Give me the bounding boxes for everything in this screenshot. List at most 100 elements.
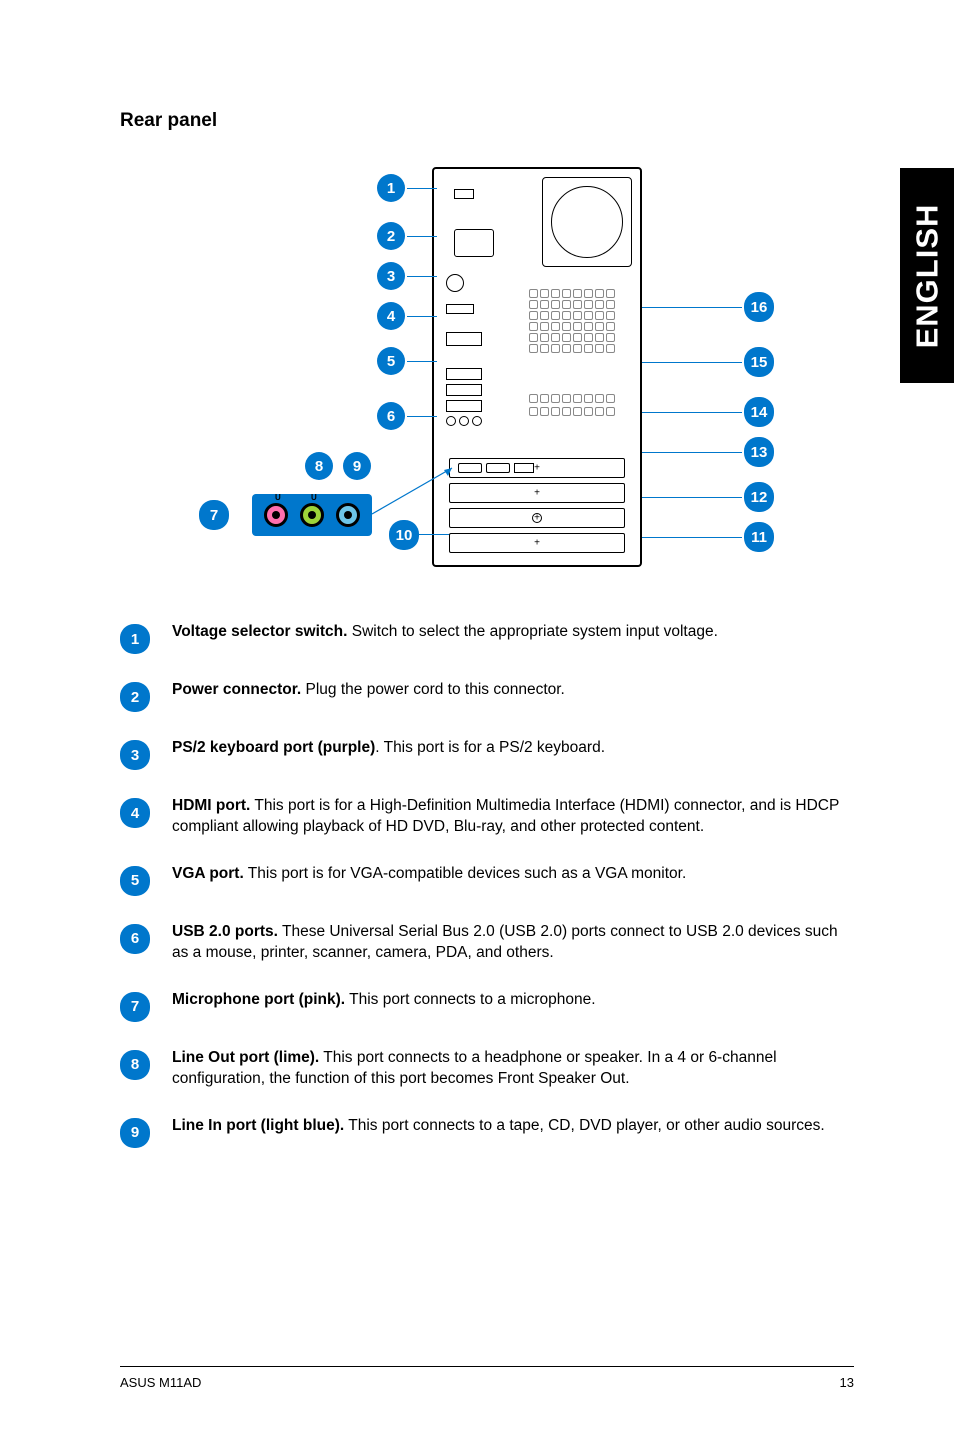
leader-line <box>642 307 742 308</box>
list-badge-5: 5 <box>120 866 150 896</box>
callout-badge-3: 3 <box>377 262 405 290</box>
list-badge-1: 1 <box>120 624 150 654</box>
page-footer: ASUS M11AD 13 <box>120 1366 854 1390</box>
audio-badges-row: 8 9 <box>305 452 371 480</box>
list-text-5: VGA port. This port is for VGA-compatibl… <box>172 864 686 885</box>
list-text-1: Voltage selector switch. Switch to selec… <box>172 622 718 643</box>
leader-line <box>642 452 742 453</box>
callout-right-12: 12 <box>642 482 774 512</box>
leader-line <box>407 416 437 417</box>
callout-badge-1: 1 <box>377 174 405 202</box>
page-content: Rear panel <box>0 0 954 1438</box>
callout-badge-10: 10 <box>389 520 419 550</box>
leader-line <box>407 188 437 189</box>
callout-badge-5: 5 <box>377 347 405 375</box>
leader-line <box>407 236 437 237</box>
callout-left-3: 3 <box>377 262 437 290</box>
list-badge-9: 9 <box>120 1118 150 1148</box>
callout-left-1: 1 <box>377 174 437 202</box>
rear-panel-diagram: 123456 8 9 7 U U 10 161514131211 <box>137 162 837 582</box>
slot-cover <box>449 483 625 503</box>
leader-line <box>407 276 437 277</box>
linein-port-icon <box>336 503 360 527</box>
list-text-4: HDMI port. This port is for a High-Defin… <box>172 796 854 838</box>
usb-row-1 <box>446 368 482 380</box>
list-item-5: 5 VGA port. This port is for VGA-compatib… <box>120 864 854 896</box>
list-item-3: 3 PS/2 keyboard port (purple). This port … <box>120 738 854 770</box>
callout-badge-4: 4 <box>377 302 405 330</box>
callout-badge-8: 8 <box>305 452 333 480</box>
list-item-2: 2 Power connector. Plug the power cord to… <box>120 680 854 712</box>
list-badge-2: 2 <box>120 682 150 712</box>
audio-jacks <box>446 416 516 426</box>
callout-right-13: 13 <box>642 437 774 467</box>
footer-page-number: 13 <box>840 1375 854 1390</box>
vent-grid <box>529 289 629 379</box>
page-title: Rear panel <box>120 110 854 132</box>
callout-badge-12: 12 <box>744 482 774 512</box>
leader-line <box>642 537 742 538</box>
asus-wlan-slot <box>449 508 625 528</box>
description-list: 1 Voltage selector switch. Switch to sele… <box>120 622 854 1148</box>
list-badge-3: 3 <box>120 740 150 770</box>
leader-line <box>419 534 449 535</box>
list-text-6: USB 2.0 ports. These Universal Serial Bu… <box>172 922 854 964</box>
hdmi-out-icon <box>514 463 534 473</box>
list-item-1: 1 Voltage selector switch. Switch to sele… <box>120 622 854 654</box>
slot-cover <box>449 533 625 553</box>
usb-row-3 <box>446 400 482 412</box>
leader-line <box>642 362 742 363</box>
leader-line <box>642 412 742 413</box>
graphics-card-slot <box>449 458 625 478</box>
hdmi-port <box>446 304 474 314</box>
footer-model: ASUS M11AD <box>120 1375 201 1390</box>
callout-badge-16: 16 <box>744 292 774 322</box>
expansion-slots <box>449 453 625 553</box>
list-text-7: Microphone port (pink). This port connec… <box>172 990 596 1011</box>
list-text-3: PS/2 keyboard port (purple). This port i… <box>172 738 605 759</box>
voltage-switch <box>454 189 474 199</box>
list-item-8: 8 Line Out port (lime). This port connect… <box>120 1048 854 1090</box>
list-badge-7: 7 <box>120 992 150 1022</box>
jack-icon <box>472 416 482 426</box>
callout-10-wrap: 10 <box>389 520 419 550</box>
usb-row-2 <box>446 384 482 396</box>
vent-grid-2 <box>529 394 629 418</box>
list-text-2: Power connector. Plug the power cord to … <box>172 680 565 701</box>
list-item-6: 6 USB 2.0 ports. These Universal Serial B… <box>120 922 854 964</box>
list-item-7: 7 Microphone port (pink). This port conne… <box>120 990 854 1022</box>
callout-badge-7: 7 <box>199 500 229 530</box>
lineout-port-icon: U <box>300 503 324 527</box>
ps2-port <box>446 274 464 292</box>
jack-icon <box>446 416 456 426</box>
leader-line <box>407 361 437 362</box>
mic-port-icon: U <box>264 503 288 527</box>
jack-icon <box>459 416 469 426</box>
audio-ports-zoom: U U <box>252 494 372 536</box>
list-item-9: 9 Line In port (light blue). This port co… <box>120 1116 854 1148</box>
callout-badge-6: 6 <box>377 402 405 430</box>
callout-left-6: 6 <box>377 402 437 430</box>
callout-right-15: 15 <box>642 347 774 377</box>
callout-right-14: 14 <box>642 397 774 427</box>
callout-left-4: 4 <box>377 302 437 330</box>
callout-7-wrap: 7 <box>199 500 229 530</box>
list-text-8: Line Out port (lime). This port connects… <box>172 1048 854 1090</box>
power-socket <box>454 229 494 257</box>
antenna-icon <box>532 513 542 523</box>
vga-port <box>446 332 482 346</box>
callout-badge-13: 13 <box>744 437 774 467</box>
callout-badge-9: 9 <box>343 452 371 480</box>
list-badge-6: 6 <box>120 924 150 954</box>
callout-badge-11: 11 <box>744 522 774 552</box>
callout-badge-14: 14 <box>744 397 774 427</box>
list-text-9: Line In port (light blue). This port con… <box>172 1116 825 1137</box>
leader-line <box>642 497 742 498</box>
callout-badge-2: 2 <box>377 222 405 250</box>
audio-leader-arrow <box>372 468 467 518</box>
callout-badge-15: 15 <box>744 347 774 377</box>
list-badge-8: 8 <box>120 1050 150 1080</box>
psu-fan <box>542 177 632 267</box>
callout-left-2: 2 <box>377 222 437 250</box>
callout-right-16: 16 <box>642 292 774 322</box>
